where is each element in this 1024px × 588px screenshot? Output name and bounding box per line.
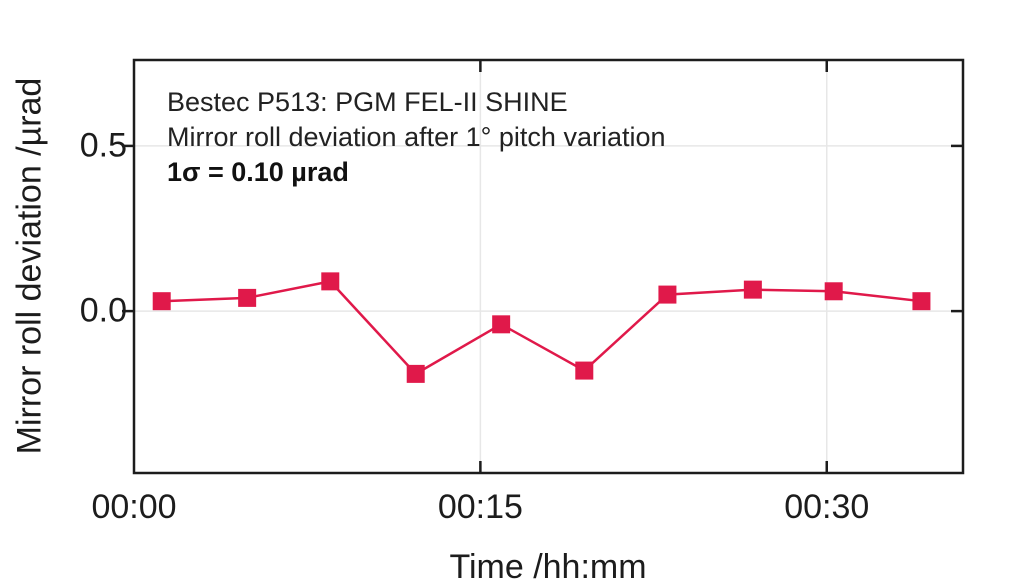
data-point-marker xyxy=(743,280,762,299)
data-point-marker xyxy=(492,315,511,334)
data-point-marker xyxy=(824,282,843,301)
data-point-marker xyxy=(152,292,171,311)
y-tick-label: 0.5 xyxy=(79,126,127,165)
y-tick-label: 0.0 xyxy=(79,291,127,330)
data-point-marker xyxy=(406,364,425,383)
plot-frame xyxy=(132,58,965,475)
x-tick-label: 00:15 xyxy=(437,488,523,526)
data-point-marker xyxy=(575,361,594,380)
y-axis-label: Mirror roll deviation /µrad xyxy=(10,77,49,455)
x-axis-label: Time /hh:mm xyxy=(449,548,647,586)
chart-title: Bestec P513: PGM FEL-II SHINE xyxy=(167,87,568,117)
data-point-marker xyxy=(238,288,257,307)
sigma-annotation: 1σ = 0.10 µrad xyxy=(167,157,349,187)
chart-subtitle: Mirror roll deviation after 1° pitch var… xyxy=(167,122,666,152)
x-tick-label: 00:30 xyxy=(784,488,870,526)
data-point-marker xyxy=(658,285,677,304)
data-line xyxy=(161,280,922,376)
data-point-marker xyxy=(912,292,931,311)
x-tick-label: 00:00 xyxy=(91,488,177,526)
data-point-marker xyxy=(321,272,340,291)
chart-annotation: Bestec P513: PGM FEL-II SHINE Mirror rol… xyxy=(167,85,666,190)
